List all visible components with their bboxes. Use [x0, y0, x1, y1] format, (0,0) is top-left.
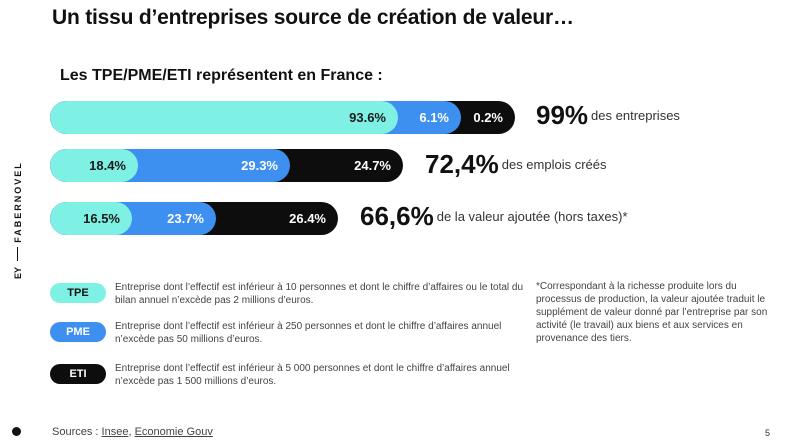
legend-badge-tpe: TPE — [50, 283, 106, 303]
stat-value: 72,4% — [425, 149, 499, 179]
bar-label: 93.6% — [349, 110, 386, 125]
source-link-economie-gouv[interactable]: Economie Gouv — [134, 426, 213, 438]
bar-label: 18.4% — [89, 158, 126, 173]
stat-label: de la valeur ajoutée (hors taxes)* — [436, 209, 628, 224]
sources-prefix: Sources : — [52, 426, 102, 438]
stat-label: des emplois créés — [501, 157, 607, 172]
legend-text-tpe: Entreprise dont l’effectif est inférieur… — [115, 282, 524, 306]
footer-dot — [12, 427, 21, 436]
source-link-insee[interactable]: Insee — [101, 426, 129, 438]
bar-label: 16.5% — [83, 211, 120, 226]
bar-tpe: 18.4% — [50, 149, 138, 182]
legend-text-eti: Entreprise dont l’effectif est inférieur… — [115, 363, 510, 387]
bar-label: 29.3% — [241, 158, 278, 173]
bar-tpe: 16.5% — [50, 202, 132, 235]
page-number: 5 — [764, 428, 770, 438]
bar-label: 26.4% — [289, 211, 326, 226]
chart-subtitle: Les TPE/PME/ETI représentent en France : — [60, 67, 383, 84]
stat-label: des entreprises — [591, 108, 680, 123]
bar-label: 23.7% — [167, 211, 204, 226]
bar-label: 24.7% — [354, 158, 391, 173]
sources-separator: , — [128, 426, 135, 438]
footnote: *Correspondant à la richesse produite lo… — [536, 281, 768, 344]
stat-valeur: 66,6% de la valeur ajoutée (hors taxes)* — [360, 201, 628, 232]
bar-label: 0.2% — [473, 110, 503, 125]
bar-label: 6.1% — [419, 110, 449, 125]
stat-value: 99% — [536, 100, 589, 130]
legend-badge-pme: PME — [50, 322, 106, 342]
brand-text: FABERNOVEL — [13, 161, 24, 243]
side-divider — [17, 247, 18, 261]
stat-value: 66,6% — [360, 201, 434, 231]
legend-badge-eti: ETI — [50, 364, 106, 384]
bar-tpe: 93.6% — [50, 101, 398, 134]
fabernovel-logo: FABERNOVEL — [10, 161, 26, 243]
ey-logo-text: EY — [12, 266, 23, 280]
page-title: Un tissu d’entreprises source de créatio… — [52, 6, 574, 29]
sources: Sources : Insee, Economie Gouv — [52, 426, 213, 438]
stat-entreprises: 99% des entreprises — [536, 100, 680, 131]
legend-text-pme: Entreprise dont l’effectif est inférieur… — [115, 321, 502, 345]
ey-logo: EY — [8, 266, 28, 280]
stat-emplois: 72,4% des emplois créés — [425, 149, 607, 180]
